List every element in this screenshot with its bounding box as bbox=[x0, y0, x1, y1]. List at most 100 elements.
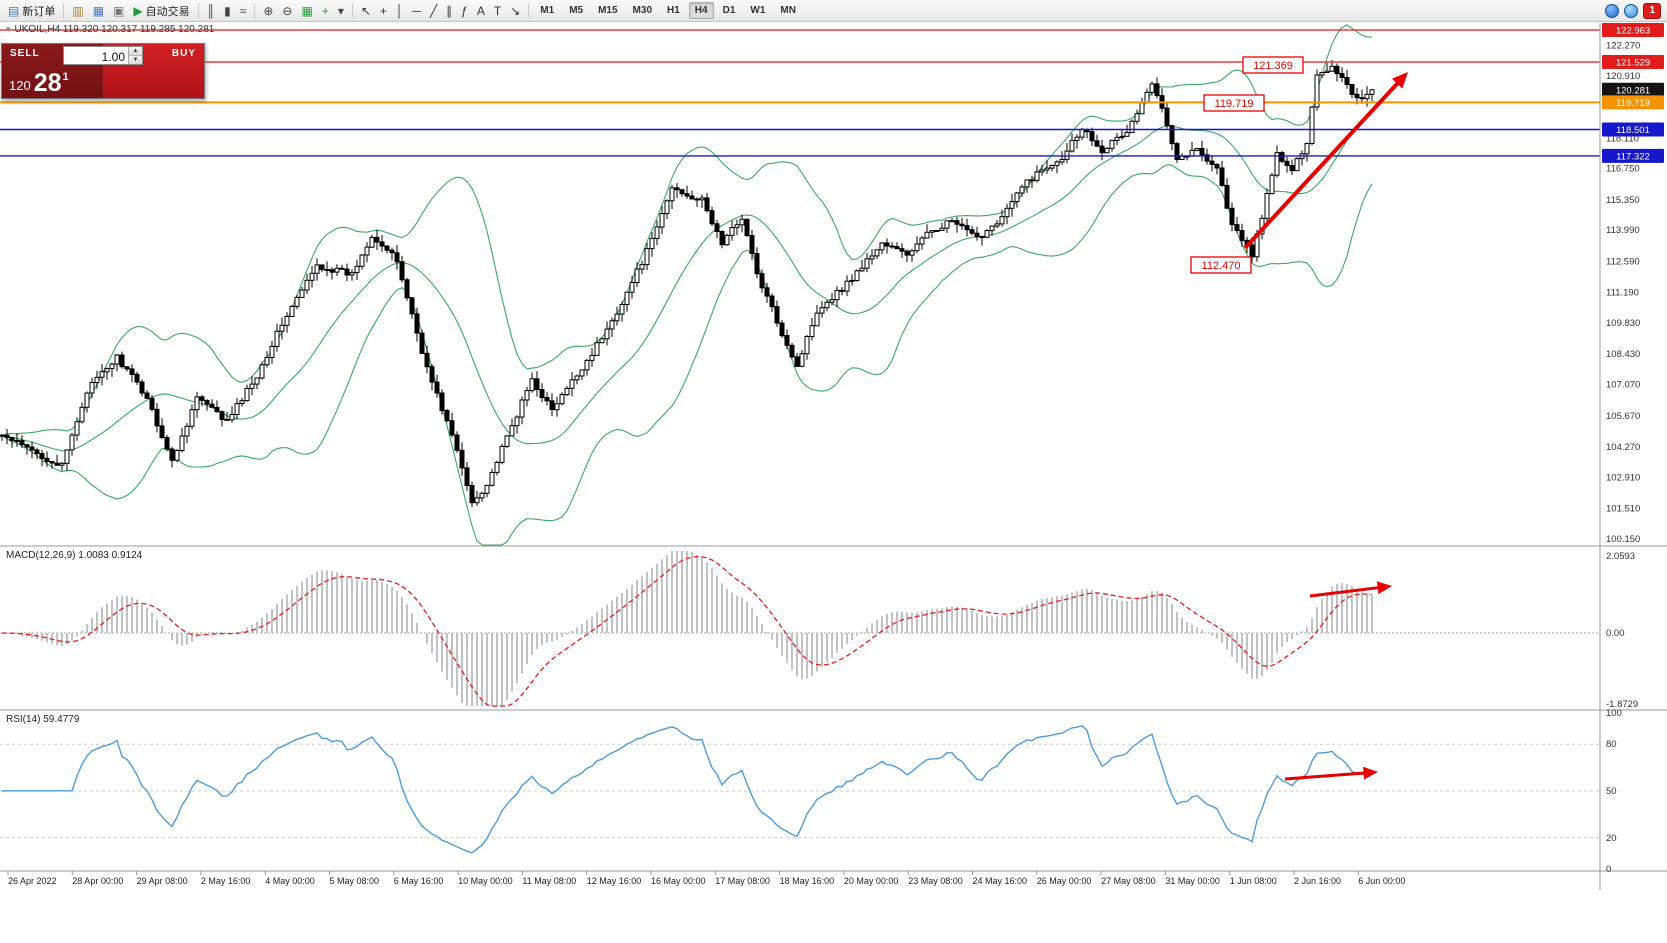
svg-text:28 Apr 00:00: 28 Apr 00:00 bbox=[72, 876, 123, 886]
timeframe-w1[interactable]: W1 bbox=[750, 5, 766, 16]
timeframe-mn[interactable]: MN bbox=[780, 5, 796, 16]
label-icon: T bbox=[493, 3, 502, 18]
toolbar: ▤ 新订单 ▥ ▦ ▣ ▶ 自动交易 ║ ▮ ≈ ⊕ ⊖ ▦ + ▾ ↖ + │ ─ ╱ ∥ ƒ A T ↘ M1 M5 M15 M30… bbox=[0, 0, 1667, 22]
svg-text:122.270: 122.270 bbox=[1606, 41, 1640, 52]
fibonacci-icon: ƒ bbox=[461, 3, 468, 18]
data-window-icon: ▣ bbox=[113, 3, 125, 18]
notification-badge[interactable]: 1 bbox=[1643, 2, 1661, 19]
tile-windows-icon: ▦ bbox=[301, 3, 313, 18]
sell-price-point: 1 bbox=[62, 71, 69, 83]
candlestick-chart-icon[interactable]: ▮ bbox=[220, 1, 235, 21]
svg-text:20: 20 bbox=[1606, 833, 1617, 844]
toolbar-separator bbox=[197, 3, 199, 18]
toolbar-separator bbox=[63, 3, 65, 18]
svg-text:102.910: 102.910 bbox=[1606, 472, 1640, 483]
one-click-trading-panel: SELL 120 28 1 BUY 120 40 1 1.00 ▲ ▼ bbox=[1, 43, 271, 99]
timeframe-m1[interactable]: M1 bbox=[540, 5, 555, 16]
vertical-line-icon[interactable]: │ bbox=[392, 1, 408, 21]
horizontal-line-icon[interactable]: ─ bbox=[408, 1, 425, 21]
svg-text:108.430: 108.430 bbox=[1606, 349, 1640, 360]
label-icon[interactable]: T bbox=[490, 1, 505, 21]
channel-icon[interactable]: ∥ bbox=[442, 1, 456, 21]
toolbar-separator bbox=[351, 3, 353, 18]
timeframe-m30[interactable]: M30 bbox=[632, 5, 652, 16]
svg-text:101.510: 101.510 bbox=[1606, 504, 1640, 515]
symbol-ohlc-text: UKOIL,H4 119.320 120.317 119.285 120.281 bbox=[14, 24, 215, 35]
price-callouts[interactable]: 121.369 119.719 112.470 bbox=[1190, 56, 1304, 274]
candlestick-chart-icon: ▮ bbox=[224, 3, 231, 18]
text-icon[interactable]: A bbox=[473, 1, 489, 21]
zoom-out-icon[interactable]: ⊖ bbox=[278, 1, 296, 21]
volume-down-button[interactable]: ▼ bbox=[129, 55, 142, 64]
cursor-icon[interactable]: ↖ bbox=[357, 1, 375, 21]
help-icon[interactable] bbox=[1624, 3, 1639, 18]
fibonacci-icon[interactable]: ƒ bbox=[457, 1, 472, 21]
one-click-toggle-icon[interactable]: ▾ bbox=[6, 24, 11, 34]
svg-text:2 Jun 16:00: 2 Jun 16:00 bbox=[1294, 876, 1341, 886]
volume-up-button[interactable]: ▲ bbox=[129, 47, 142, 55]
svg-text:122.963: 122.963 bbox=[1616, 26, 1650, 37]
trendline-icon: ╱ bbox=[429, 3, 438, 18]
bar-chart-icon: ║ bbox=[206, 3, 216, 18]
svg-text:119.719: 119.719 bbox=[1215, 98, 1254, 110]
svg-text:27 May 08:00: 27 May 08:00 bbox=[1101, 876, 1156, 886]
trend-arrows[interactable] bbox=[1243, 72, 1408, 781]
zoom-out-icon: ⊖ bbox=[282, 3, 293, 18]
sell-price-big-figure: 120 bbox=[9, 78, 31, 93]
svg-text:100.150: 100.150 bbox=[1606, 534, 1640, 545]
svg-text:5 May 08:00: 5 May 08:00 bbox=[330, 876, 380, 886]
arrows-icon: ↘ bbox=[510, 3, 521, 18]
svg-text:121.369: 121.369 bbox=[1253, 60, 1293, 72]
svg-text:118.501: 118.501 bbox=[1616, 125, 1650, 136]
svg-text:18 May 16:00: 18 May 16:00 bbox=[780, 876, 835, 886]
timeframe-h4[interactable]: H4 bbox=[688, 2, 714, 19]
volume-field[interactable]: 1.00 ▲ ▼ bbox=[63, 46, 143, 65]
svg-text:104.270: 104.270 bbox=[1606, 442, 1640, 453]
svg-text:1 Jun 08:00: 1 Jun 08:00 bbox=[1230, 876, 1277, 886]
timeframe-d1[interactable]: D1 bbox=[722, 5, 736, 16]
timeframe-m5[interactable]: M5 bbox=[569, 5, 584, 16]
trendline-icon[interactable]: ╱ bbox=[426, 1, 441, 21]
svg-text:107.070: 107.070 bbox=[1606, 380, 1640, 391]
svg-text:24 May 16:00: 24 May 16:00 bbox=[973, 876, 1028, 886]
svg-text:115.350: 115.350 bbox=[1606, 195, 1640, 206]
line-chart-icon[interactable]: ≈ bbox=[236, 1, 251, 21]
charts-profile-icon[interactable]: ▥ bbox=[68, 1, 87, 21]
data-window-icon[interactable]: ▣ bbox=[109, 1, 128, 21]
svg-text:119.719: 119.719 bbox=[1616, 98, 1650, 109]
svg-text:31 May 00:00: 31 May 00:00 bbox=[1165, 876, 1220, 886]
svg-text:17 May 08:00: 17 May 08:00 bbox=[715, 876, 770, 886]
new-order-button-label: 新订单 bbox=[22, 5, 56, 18]
zoom-in-icon[interactable]: ⊕ bbox=[259, 1, 277, 21]
market-watch-icon: ▦ bbox=[92, 3, 105, 18]
new-order-button[interactable]: ▤ 新订单 bbox=[4, 1, 59, 21]
svg-text:112.470: 112.470 bbox=[1202, 260, 1241, 272]
timeframe-m15[interactable]: M15 bbox=[598, 5, 618, 16]
svg-text:29 Apr 08:00: 29 Apr 08:00 bbox=[137, 876, 188, 886]
svg-text:80: 80 bbox=[1606, 739, 1617, 750]
svg-text:23 May 08:00: 23 May 08:00 bbox=[908, 876, 963, 886]
buy-price-pips: 40 bbox=[235, 68, 264, 97]
indicators-icon[interactable]: + bbox=[318, 1, 333, 21]
autotrading-button[interactable]: ▶ 自动交易 bbox=[129, 1, 193, 21]
svg-text:20 May 00:00: 20 May 00:00 bbox=[844, 876, 899, 886]
templates-icon[interactable]: ▾ bbox=[334, 1, 348, 21]
crosshair-icon: + bbox=[379, 3, 387, 18]
community-icon[interactable] bbox=[1605, 3, 1620, 18]
svg-text:100: 100 bbox=[1606, 708, 1622, 719]
svg-text:26 May 00:00: 26 May 00:00 bbox=[1037, 876, 1092, 886]
tile-windows-icon[interactable]: ▦ bbox=[297, 1, 316, 21]
time-axis: 26 Apr 2022 28 Apr 00:00 29 Apr 08:00 2 May… bbox=[7, 871, 1405, 886]
bar-chart-icon[interactable]: ║ bbox=[203, 1, 220, 21]
macd-panel: 2.0593 0.00 -1.8729 bbox=[0, 551, 1638, 710]
svg-text:112.590: 112.590 bbox=[1606, 256, 1640, 267]
buy-label: BUY bbox=[171, 48, 196, 59]
svg-text:6 May 16:00: 6 May 16:00 bbox=[394, 876, 444, 886]
timeframe-h1[interactable]: H1 bbox=[667, 5, 680, 16]
crosshair-icon[interactable]: + bbox=[376, 1, 391, 21]
market-watch-icon[interactable]: ▦ bbox=[89, 1, 108, 21]
volume-spinner: ▲ ▼ bbox=[128, 47, 142, 64]
rsi-panel: 100 80 50 20 0 bbox=[0, 708, 1622, 875]
arrows-icon[interactable]: ↘ bbox=[506, 1, 524, 21]
